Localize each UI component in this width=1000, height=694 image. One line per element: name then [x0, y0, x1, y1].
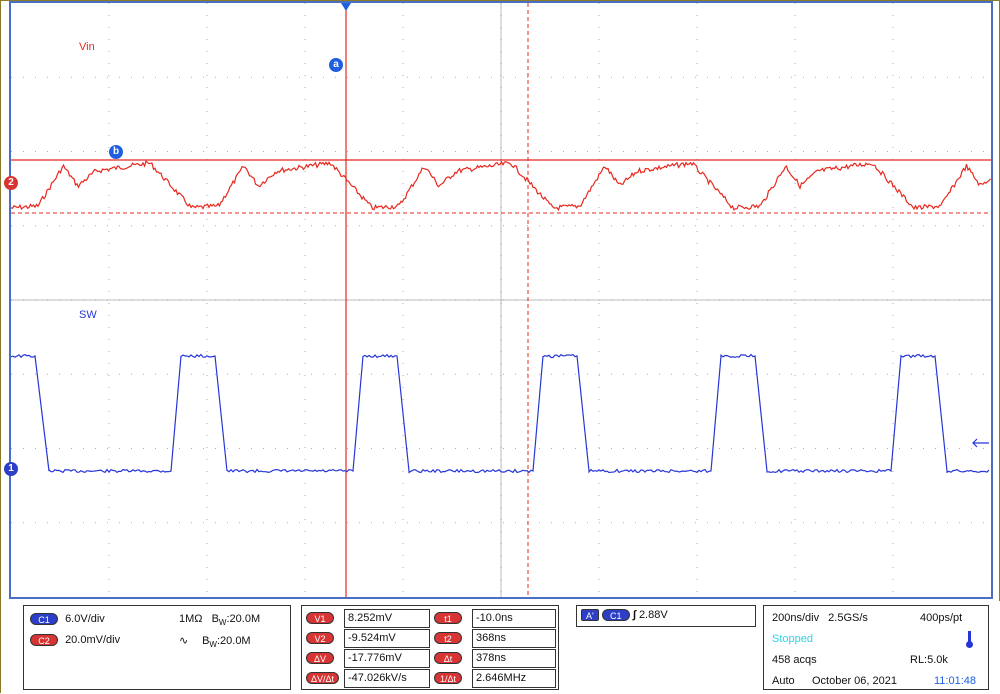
cursor-b-marker[interactable]: b [109, 145, 123, 159]
inv-delta-t-tag: 1/Δt [434, 671, 462, 684]
acquisition-status: Stopped [772, 633, 813, 645]
ch1-bandwidth: :20.0M [226, 613, 261, 625]
ch1-tag[interactable]: C1 [30, 613, 58, 626]
inv-delta-t-value: 2.646MHz [472, 669, 556, 688]
v2-value: -9.524mV [344, 629, 430, 648]
ac-coupling-icon: ∿ [179, 635, 189, 647]
cursor-a-marker[interactable]: a [329, 58, 343, 72]
cursor-measurements-panel[interactable]: V1 8.252mV V2 -9.524mV ΔV -17.776mV ΔV/Δ… [301, 605, 559, 690]
acquisition-count: 458 acqs [772, 654, 817, 666]
ch2-bandwidth: :20.0M [216, 635, 251, 647]
trigger-a-tag: A' [581, 609, 599, 622]
ch1-bw-sub: W [218, 618, 227, 628]
delta-v-tag: ΔV [306, 651, 334, 664]
trigger-mode: Auto [772, 675, 795, 687]
vin-waveform [11, 159, 991, 212]
vin-channel-label: Vin [79, 41, 95, 53]
t2-value: 368ns [472, 629, 556, 648]
acquisition-date: October 06, 2021 [812, 675, 898, 687]
v2-tag: V2 [306, 631, 334, 644]
channel-settings-panel[interactable]: C1 6.0V/div 1MΩ BW:20.0M C2 20.0mV/div ∿… [23, 605, 291, 690]
ch1-bw-label: B [211, 613, 219, 625]
trigger-position-marker [341, 3, 351, 11]
v1-value: 8.252mV [344, 609, 430, 628]
resolution: 400ps/pt [920, 612, 963, 624]
dv-dt-tag: ΔV/Δt [306, 671, 340, 684]
ch1-scale: 6.0V/div [65, 613, 105, 625]
sample-rate: 2.5GS/s [828, 612, 868, 624]
acquisition-panel[interactable]: 200ns/div 2.5GS/s 400ps/pt Stopped 458 a… [763, 605, 989, 690]
delta-v-value: -17.776mV [344, 649, 430, 668]
ch1-reference-marker[interactable]: 1 [4, 462, 18, 476]
ch2-tag[interactable]: C2 [30, 634, 58, 647]
trigger-panel[interactable]: A' C1 ∫ 2.88V [576, 605, 756, 627]
timebase: 200ns/div [772, 612, 820, 624]
sw-waveform [11, 353, 990, 474]
waveform-graticule[interactable]: Vin SW a b [9, 1, 993, 599]
status-bar: C1 6.0V/div 1MΩ BW:20.0M C2 20.0mV/div ∿… [1, 601, 1000, 694]
t2-tag: t2 [434, 631, 462, 644]
v1-tag: V1 [306, 611, 334, 624]
waveform-plot [11, 3, 991, 597]
thermometer-icon [966, 631, 973, 648]
delta-t-value: 378ns [472, 649, 556, 668]
ch2-bw-sub: W [209, 640, 217, 650]
t1-value: -10.0ns [472, 609, 556, 628]
rising-edge-icon: ∫ [632, 609, 636, 621]
dv-dt-value: -47.026kV/s [344, 669, 430, 688]
sw-channel-label: SW [79, 309, 97, 321]
ch2-bw-label: B [202, 635, 210, 647]
record-length: RL:5.0k [910, 654, 948, 666]
offscreen-arrow-icon [972, 438, 989, 448]
delta-t-tag: Δt [434, 651, 462, 664]
ch2-reference-marker[interactable]: 2 [4, 176, 18, 190]
ch1-impedance: 1MΩ [179, 613, 203, 625]
acquisition-time: 11:01:48 [934, 675, 977, 687]
trigger-level: 2.88V [638, 609, 668, 621]
ch2-scale: 20.0mV/div [65, 634, 121, 646]
t1-tag: t1 [434, 611, 462, 624]
trigger-source-tag: C1 [601, 609, 630, 622]
